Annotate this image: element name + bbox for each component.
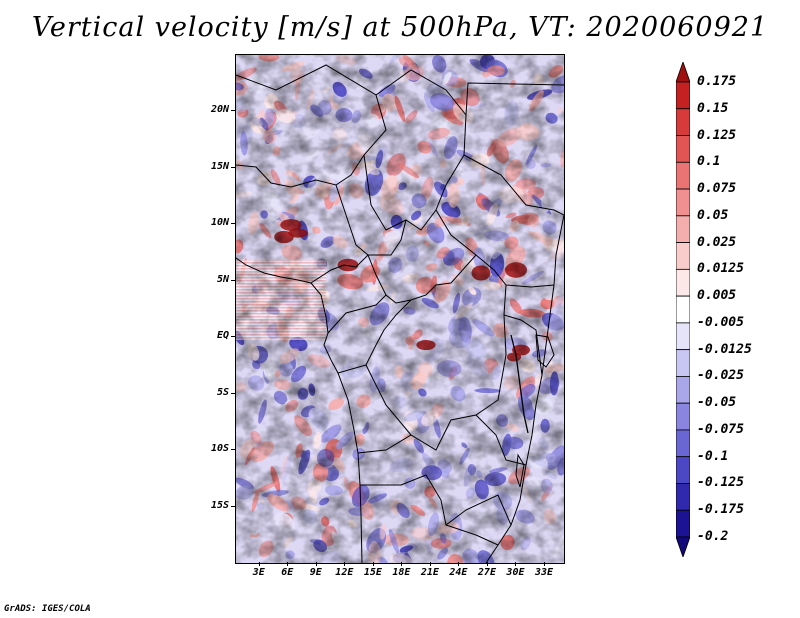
lon-label: 24E — [449, 567, 468, 578]
lat-label: EQ — [216, 330, 229, 342]
lat-tick — [231, 223, 235, 225]
colorbar — [675, 60, 691, 559]
colorbar-swatch — [675, 161, 691, 190]
colorbar-label: -0.125 — [697, 475, 744, 491]
lon-label: 3E — [252, 567, 265, 578]
colorbar-swatch — [675, 402, 691, 431]
lon-tick — [401, 562, 403, 566]
lon-label: 15E — [363, 567, 382, 578]
colorbar-label: -0.05 — [697, 395, 737, 411]
lon-tick — [287, 562, 289, 566]
colorbar-swatch — [675, 108, 691, 136]
colorbar-swatch — [675, 376, 691, 404]
colorbar-label: 0.175 — [697, 74, 737, 89]
lon-label: 6E — [281, 567, 294, 578]
lon-tick — [543, 562, 545, 566]
colorbar-swatch — [675, 60, 691, 83]
colorbar-swatch — [675, 242, 691, 270]
lat-label: 20N — [210, 104, 229, 116]
colorbar-label: 0.05 — [697, 207, 729, 223]
lon-label: 33E — [534, 567, 554, 578]
colorbar-swatch — [675, 81, 691, 110]
colorbar-label: 0.15 — [697, 100, 729, 116]
lon-tick — [344, 562, 346, 566]
lat-label: 5N — [216, 273, 229, 285]
lon-tick — [372, 562, 374, 566]
colorbar-swatch — [675, 536, 691, 559]
colorbar-label: 0.125 — [697, 127, 737, 143]
lon-tick — [315, 562, 317, 566]
colorbar-swatch — [675, 456, 691, 484]
chart-title: Vertical velocity [m/s] at 500hPa, VT: 2… — [31, 12, 769, 43]
lat-label: 10N — [210, 217, 229, 229]
colorbar-swatch — [675, 322, 691, 351]
colorbar-label: 0.005 — [697, 288, 737, 304]
lat-tick — [231, 166, 235, 168]
lon-tick — [458, 562, 460, 566]
lat-tick — [231, 279, 235, 281]
lon-label: 30E — [506, 567, 525, 578]
lat-tick — [231, 505, 235, 507]
vertical-velocity-field — [236, 55, 564, 563]
lon-label: 21E — [420, 567, 439, 578]
lon-tick — [258, 562, 260, 566]
colorbar-label: -0.0125 — [697, 341, 752, 357]
lat-label: 15N — [210, 160, 229, 172]
lon-tick — [515, 562, 517, 566]
colorbar-swatch — [675, 215, 691, 243]
colorbar-swatch — [675, 429, 691, 458]
lon-label: 12E — [335, 567, 354, 578]
lat-tick — [231, 449, 235, 451]
lon-label: 27E — [477, 567, 496, 578]
colorbar-label: -0.005 — [697, 314, 744, 330]
lon-label: 9E — [309, 567, 322, 578]
colorbar-label: -0.2 — [697, 529, 729, 544]
lon-label: 18E — [392, 567, 411, 578]
colorbar-swatch — [675, 295, 691, 324]
colorbar-label: 0.075 — [697, 181, 737, 197]
colorbar-label: -0.1 — [697, 448, 729, 464]
colorbar-swatch — [675, 268, 691, 297]
colorbar-label: 0.1 — [697, 154, 721, 170]
colorbar-swatch — [675, 483, 691, 511]
coastline-west — [236, 257, 363, 563]
lon-tick — [486, 562, 488, 566]
lon-tick — [429, 562, 431, 566]
lat-tick — [231, 336, 235, 338]
lat-tick — [231, 392, 235, 394]
colorbar-label: -0.025 — [697, 368, 744, 384]
colorbar-label: 0.0125 — [697, 261, 744, 277]
map-panel — [235, 54, 565, 564]
lat-tick — [231, 110, 235, 112]
grads-credit: GrADS: IGES/COLA — [4, 604, 91, 614]
colorbar-swatch — [675, 135, 691, 163]
colorbar-label: 0.025 — [697, 234, 737, 250]
lat-label: 10S — [210, 443, 229, 455]
colorbar-label: -0.175 — [697, 502, 744, 518]
colorbar-swatch — [675, 509, 691, 538]
lat-label: 5S — [216, 386, 229, 398]
lat-label: 15S — [210, 499, 229, 511]
colorbar-swatch — [675, 349, 691, 377]
colorbar-swatch — [675, 188, 691, 217]
colorbar-label: -0.075 — [697, 421, 744, 437]
